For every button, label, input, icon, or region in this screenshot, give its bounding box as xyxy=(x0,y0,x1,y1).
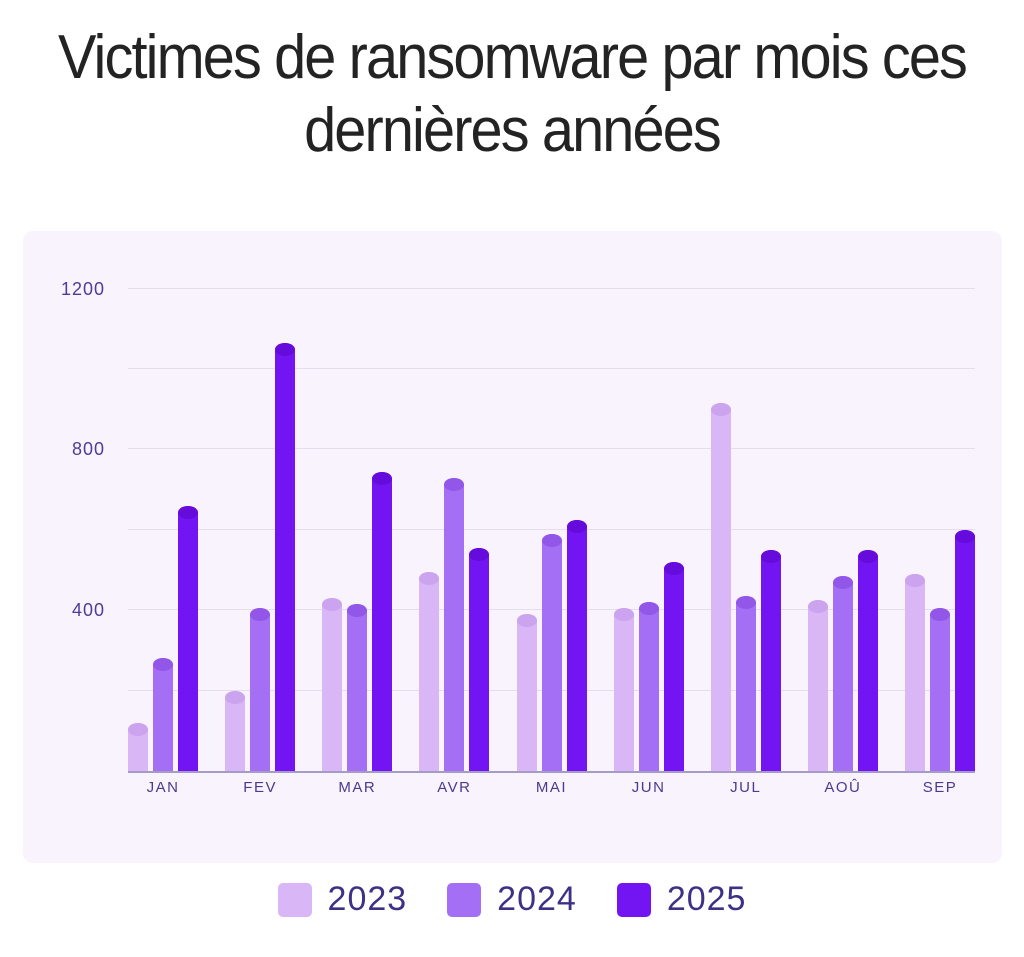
legend-item-2025: 2025 xyxy=(616,880,747,919)
bar-cap xyxy=(613,608,634,621)
bar-2024-jun xyxy=(638,602,659,771)
bar-cap xyxy=(469,548,490,561)
x-axis-label-avr: AVR xyxy=(437,779,472,796)
bar-2024-fev xyxy=(250,608,271,771)
x-axis-label-jun: JUN xyxy=(631,779,666,796)
bar-cap xyxy=(807,600,828,613)
bar-cap xyxy=(832,576,853,589)
legend-item-2024: 2024 xyxy=(447,880,577,919)
bar-2024-avr xyxy=(444,478,465,771)
x-axis-label-mar: MAR xyxy=(338,779,377,796)
x-axis-label-aoû: AOÛ xyxy=(824,779,862,796)
bar-cap xyxy=(516,614,537,627)
gridline-800 xyxy=(128,448,975,450)
bar-cap xyxy=(663,562,684,575)
bar-2024-jan xyxy=(153,658,173,771)
bar-cap xyxy=(372,472,393,485)
bar-group-mar xyxy=(322,472,393,771)
bar-cap xyxy=(153,658,173,671)
legend-label-2025: 2025 xyxy=(666,880,747,918)
bar-2025-mai xyxy=(566,520,587,771)
x-axis-label-fev: FEV xyxy=(243,779,277,796)
legend-swatch-2023 xyxy=(277,882,312,917)
bar-2023-jul xyxy=(710,403,731,771)
bar-2023-avr xyxy=(419,572,440,771)
chart-title: Victimes de ransomware par mois ces dern… xyxy=(58,23,968,165)
legend: 2023 2024 2025 xyxy=(0,880,1024,919)
plot-area: 400 800 1200 xyxy=(61,231,975,773)
legend-swatch-2025 xyxy=(616,882,651,917)
bar-2025-fev xyxy=(275,343,296,771)
bar-2025-sep xyxy=(955,530,975,771)
x-axis-label-mai: MAI xyxy=(535,779,568,796)
bar-group-jan xyxy=(128,506,198,771)
y-axis-tick-label: 400 xyxy=(71,600,105,621)
bar-cap xyxy=(322,598,343,611)
legend-swatch-2024 xyxy=(447,882,482,917)
bar-2023-mai xyxy=(516,614,537,771)
bar-group-aoû xyxy=(807,550,878,771)
bar-cap xyxy=(347,604,368,617)
bar-2023-jan xyxy=(128,723,148,771)
bars-layer xyxy=(128,231,975,771)
bar-cap xyxy=(275,343,296,356)
x-axis-label-sep: SEP xyxy=(922,779,958,796)
bar-2024-sep xyxy=(930,608,950,771)
bar-cap xyxy=(566,520,587,533)
bar-cap xyxy=(419,572,440,585)
bar-cap xyxy=(857,550,878,563)
bar-2023-fev xyxy=(225,691,246,771)
bar-2024-mar xyxy=(347,604,368,771)
legend-label-2023: 2023 xyxy=(327,880,408,918)
legend-label-2024: 2024 xyxy=(497,880,577,918)
bar-cap xyxy=(638,602,659,615)
bar-cap xyxy=(955,530,975,543)
bar-2025-jul xyxy=(760,550,781,771)
bar-2025-avr xyxy=(469,548,490,771)
bar-cap xyxy=(541,534,562,547)
bar-group-avr xyxy=(419,478,490,771)
x-axis-label-jul: JUL xyxy=(730,779,762,796)
bar-group-mai xyxy=(516,520,587,771)
bar-cap xyxy=(760,550,781,563)
bar-cap xyxy=(930,608,950,621)
chart-panel: 400 800 1200 JAN FEV MAR AVR MAI JUN JUL AOÛ SEP xyxy=(23,231,1002,863)
bar-cap xyxy=(225,691,246,704)
bar-cap xyxy=(444,478,465,491)
bar-group-jun xyxy=(613,562,684,771)
gridline-600 xyxy=(128,528,975,530)
bar-cap xyxy=(178,506,198,519)
bar-2025-mar xyxy=(372,472,393,771)
bar-2024-jul xyxy=(735,596,756,771)
y-axis-tick-label: 800 xyxy=(71,439,105,460)
bar-group-jul xyxy=(710,403,781,771)
bar-2023-aoû xyxy=(807,600,828,771)
bar-cap xyxy=(735,596,756,609)
bar-2025-jun xyxy=(663,562,684,771)
bar-2024-mai xyxy=(541,534,562,771)
x-axis: JAN FEV MAR AVR MAI JUN JUL AOÛ SEP xyxy=(128,779,975,796)
bar-cap xyxy=(710,403,731,416)
bar-2023-jun xyxy=(613,608,634,771)
bar-cap xyxy=(128,723,148,736)
gridline-1200 xyxy=(128,287,975,289)
bar-group-sep xyxy=(905,530,975,771)
bar-2025-aoû xyxy=(857,550,878,771)
bar-cap xyxy=(250,608,271,621)
bar-2023-mar xyxy=(322,598,343,771)
bar-group-fev xyxy=(225,343,296,771)
bar-2023-sep xyxy=(905,574,925,771)
bar-2025-jan xyxy=(178,506,198,771)
legend-item-2023: 2023 xyxy=(277,880,408,919)
bar-cap xyxy=(905,574,925,587)
gridline-1000 xyxy=(128,368,975,369)
y-axis-tick-label: 1200 xyxy=(60,278,105,299)
x-axis-label-jan: JAN xyxy=(146,779,180,796)
bar-2024-aoû xyxy=(832,576,853,771)
